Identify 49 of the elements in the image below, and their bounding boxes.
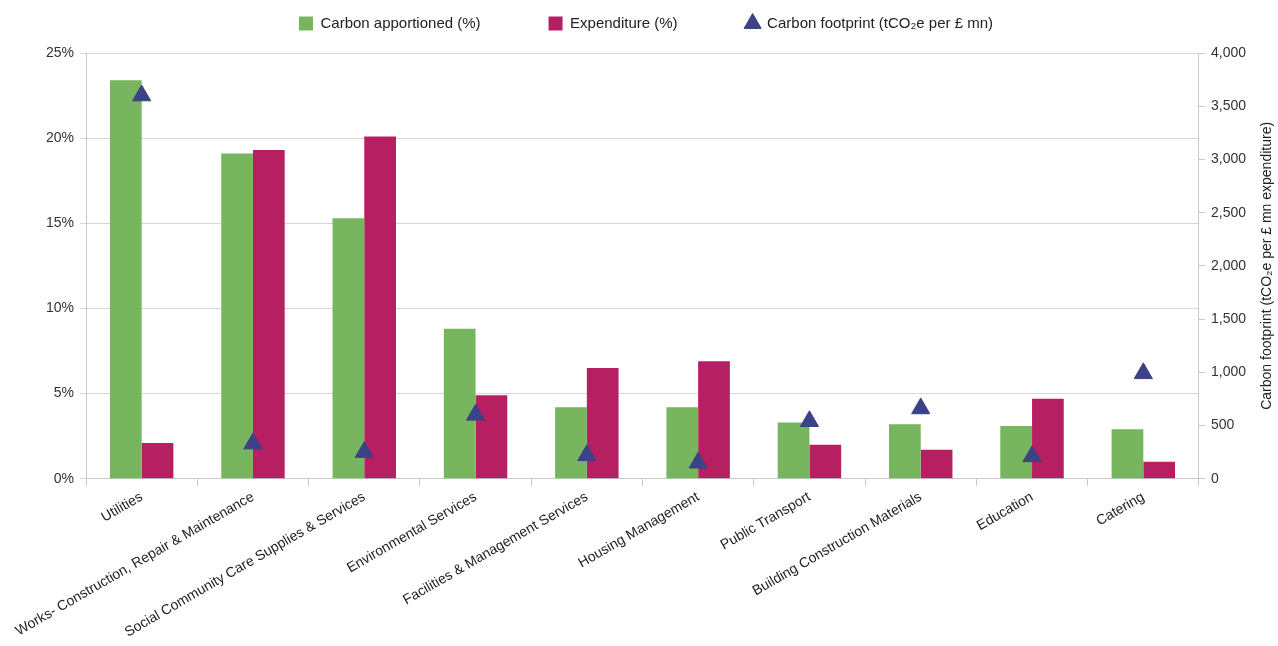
bar	[332, 218, 365, 479]
y2-tick-label: 500	[1210, 416, 1235, 433]
legend-label: Carbon apportioned (%)	[320, 13, 481, 31]
y-tick-label: 20%	[45, 129, 75, 146]
bar	[109, 80, 142, 479]
y-tick-label: 10%	[45, 299, 75, 316]
bar	[1143, 461, 1176, 479]
bar	[666, 407, 699, 479]
point	[465, 403, 486, 421]
bar	[364, 136, 396, 479]
y2-tick-label: 2,000	[1210, 256, 1247, 273]
point	[799, 410, 820, 428]
point	[1133, 362, 1153, 380]
bar	[1111, 429, 1144, 479]
y-tick-label: 15%	[45, 214, 75, 231]
y2-tick-label: 3,500	[1210, 97, 1247, 114]
point	[577, 444, 597, 462]
bar	[698, 361, 730, 479]
bar	[252, 150, 285, 479]
y2-tick-label: 1,500	[1210, 309, 1247, 326]
point	[132, 84, 152, 102]
y-tick-label: 25%	[45, 43, 75, 60]
bar	[555, 407, 587, 479]
y2-tick-label: 2,500	[1210, 203, 1247, 220]
y2-tick-label: 4,000	[1210, 43, 1247, 60]
legend-label: Expenditure (%)	[570, 13, 678, 31]
bar	[141, 442, 174, 479]
bar	[809, 444, 842, 479]
point	[354, 441, 374, 458]
bar	[889, 424, 921, 479]
bar	[1032, 398, 1064, 479]
point	[1022, 445, 1042, 463]
bar	[1000, 425, 1033, 479]
bar	[221, 153, 253, 479]
point	[911, 397, 931, 415]
y2-tick-label: 1,000	[1210, 363, 1247, 380]
bar	[443, 328, 476, 479]
point	[688, 451, 708, 469]
bar	[475, 395, 508, 479]
bar	[586, 368, 619, 479]
bar	[777, 422, 810, 479]
point	[243, 432, 263, 450]
bar	[920, 449, 953, 479]
y2-tick-label: 0	[1210, 469, 1219, 486]
y2-tick-label: 3,000	[1210, 150, 1247, 167]
y2-axis-title: Carbon footprint (tCO₂e per £ mn expenditure)	[1257, 121, 1274, 410]
legend-label: Carbon footprint (tCO₂e per £ mn)	[767, 13, 994, 31]
y-tick-label: 5%	[53, 384, 75, 401]
y-tick-label: 0%	[53, 469, 75, 486]
